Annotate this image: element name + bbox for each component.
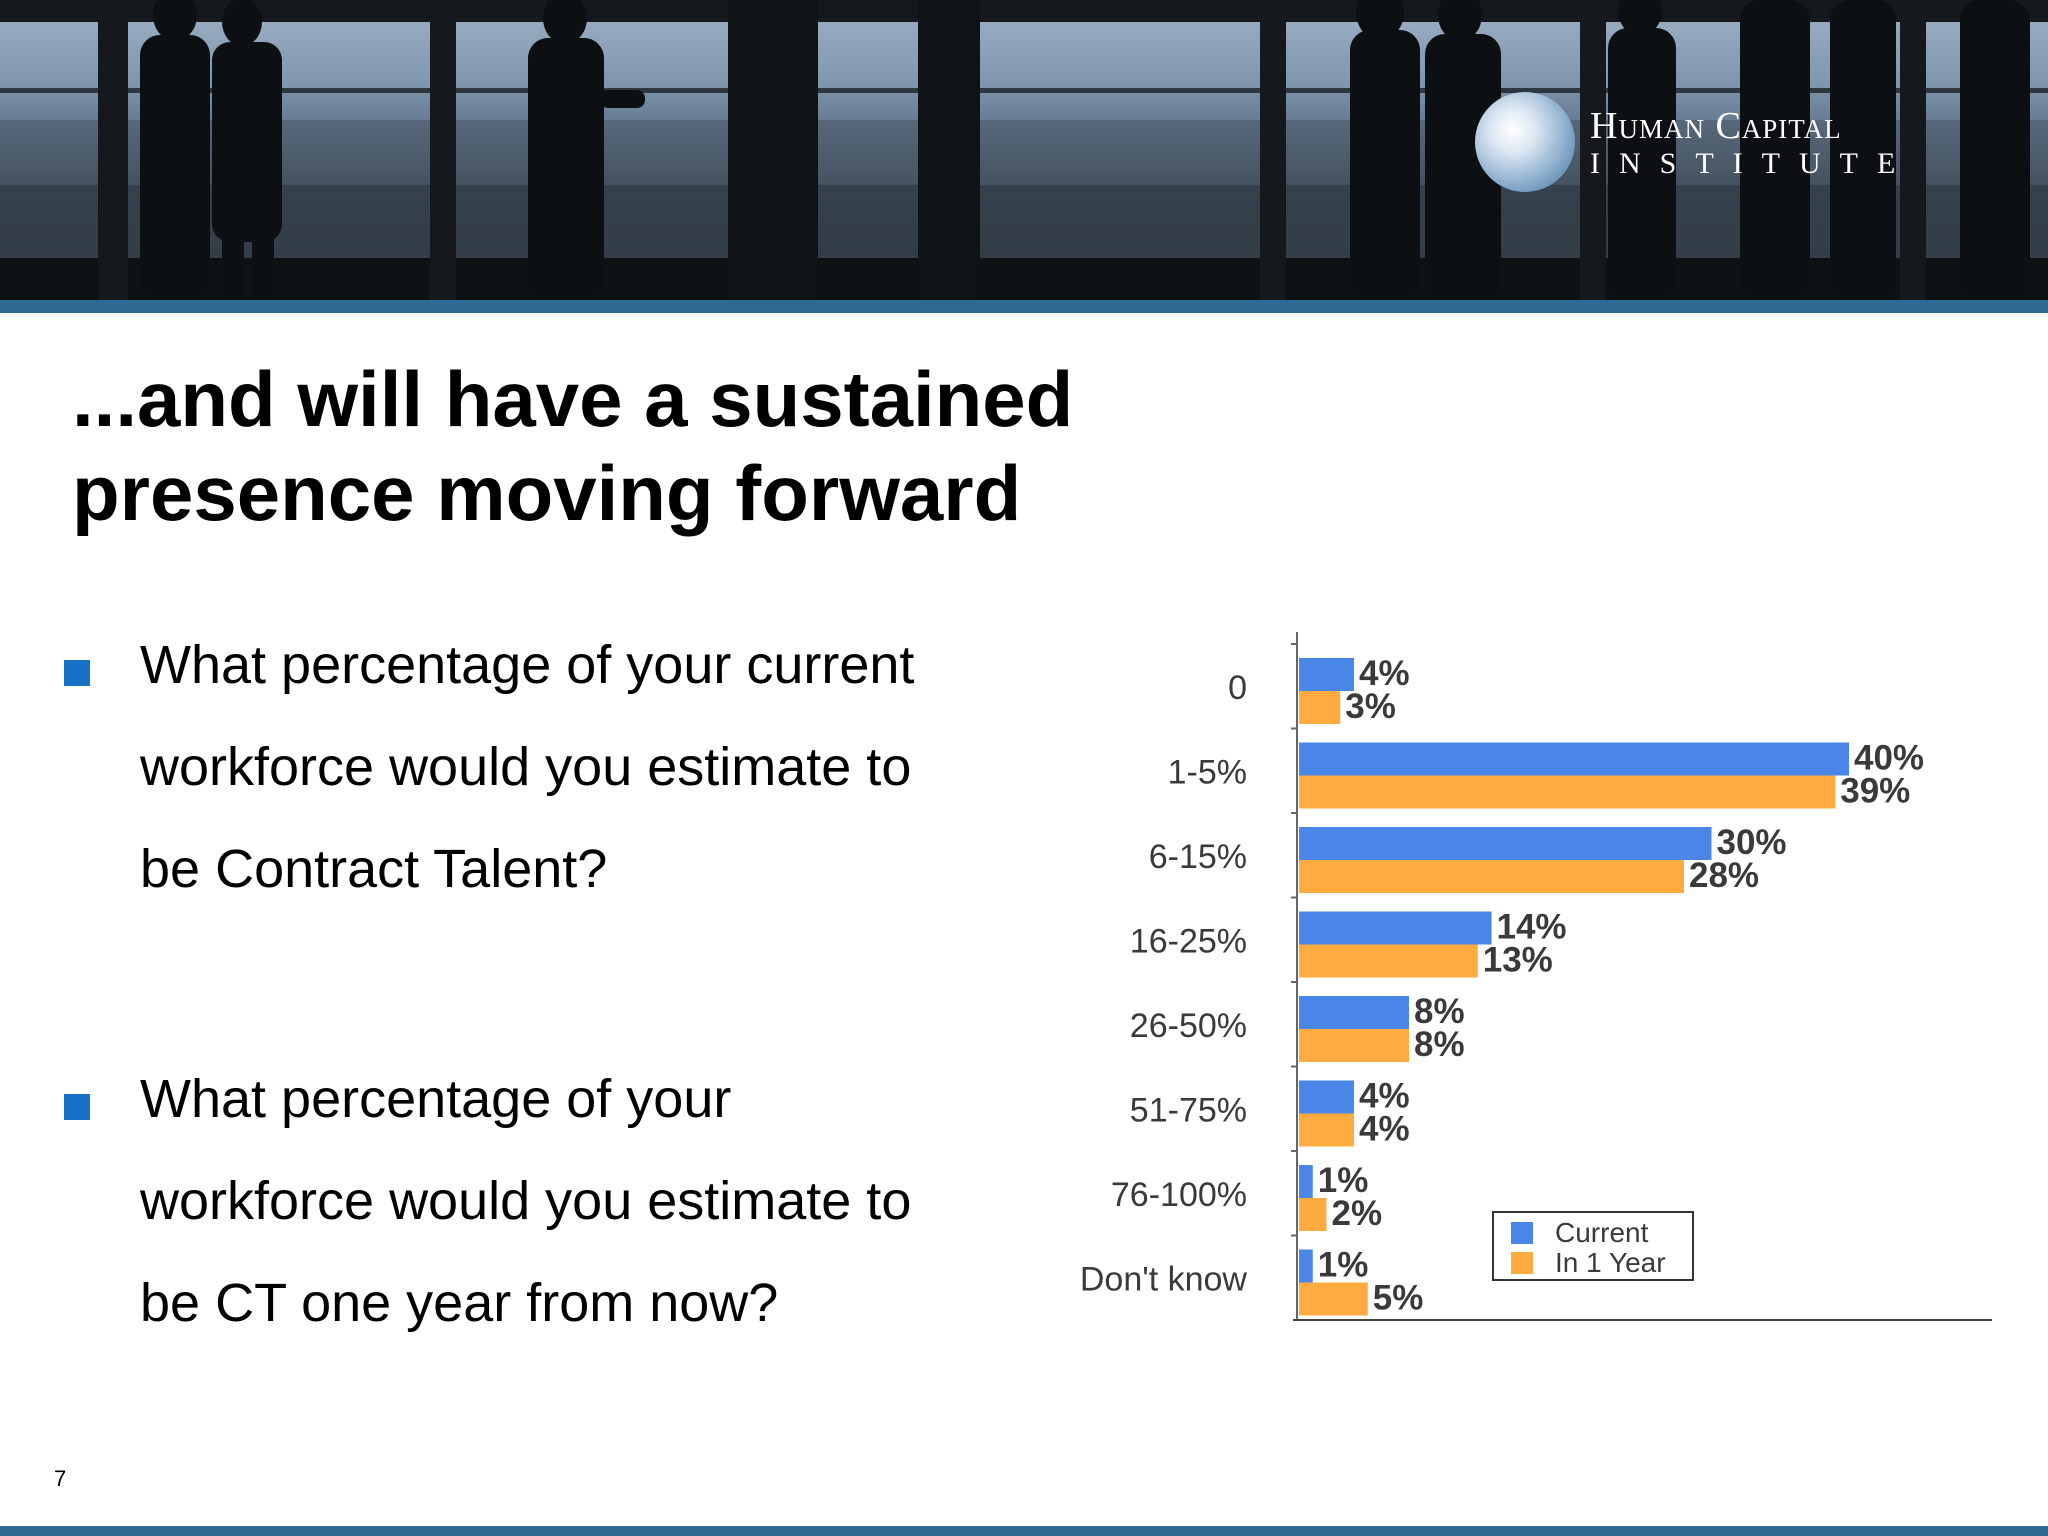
bar-in-1-year — [1299, 1282, 1368, 1316]
company-logo: Human Capital INSTITUTE — [1475, 92, 1935, 202]
data-label: 4% — [1359, 1110, 1410, 1149]
data-label: 40% — [1854, 739, 1924, 778]
bullet-line: be CT one year from now? — [140, 1273, 779, 1333]
category-label: 51-75% — [1130, 1092, 1247, 1130]
bar-in-1-year — [1299, 691, 1341, 724]
category-label: 16-25% — [1130, 923, 1247, 961]
bullet-line: What percentage of your current — [140, 635, 915, 695]
bar-in-1-year — [1299, 860, 1684, 893]
slide-title-line-1: ...and will have a sustained — [72, 355, 1074, 443]
bar-current — [1299, 742, 1849, 776]
data-label: 1% — [1318, 1246, 1369, 1285]
bar-in-1-year — [1299, 1113, 1354, 1147]
category-label: 1-5% — [1168, 754, 1247, 792]
bullet-text: What percentage of your workforce would … — [140, 1069, 1040, 1354]
bullet-line: What percentage of your — [140, 1069, 732, 1129]
data-label: 28% — [1689, 856, 1759, 895]
bar-current — [1299, 996, 1409, 1029]
data-label: 1% — [1318, 1161, 1369, 1200]
legend-swatch — [1511, 1252, 1533, 1274]
bar-in-1-year — [1299, 1198, 1327, 1231]
data-label: 39% — [1840, 772, 1910, 811]
bar-current — [1299, 1080, 1354, 1114]
data-label: 4% — [1359, 1077, 1410, 1116]
category-label: 0 — [1228, 669, 1247, 707]
category-label: 26-50% — [1130, 1007, 1247, 1045]
square-bullet-icon — [64, 1094, 90, 1120]
data-label: 8% — [1414, 992, 1465, 1031]
category-label: 6-15% — [1149, 838, 1247, 876]
globe-icon — [1475, 92, 1575, 192]
legend-label: Current — [1555, 1217, 1649, 1248]
slide-title: ...and will have a sustained presence mo… — [72, 352, 1272, 540]
contract-talent-bar-chart: 0 4% 3% 1-5% 40% 39% 6-15% 30% 28% 16-25% 14% 13% 26… — [1040, 620, 2020, 1350]
bullet-line: workforce would you estimate to — [140, 737, 912, 797]
header-banner-photo: Human Capital INSTITUTE — [0, 0, 2048, 300]
chart-canvas: 0 4%3%1-5% 40%39%6-15% 30%28%16-25% 14%13%26… — [1080, 632, 1992, 1321]
bar-current — [1299, 1165, 1313, 1198]
bar-in-1-year — [1299, 1029, 1409, 1062]
bar-current — [1299, 1249, 1313, 1283]
bullet-line: workforce would you estimate to — [140, 1171, 912, 1231]
bar-in-1-year — [1299, 944, 1478, 978]
data-label: 4% — [1359, 654, 1410, 693]
bullet-line: be Contract Talent? — [140, 839, 608, 899]
footer-divider-bar — [0, 1526, 2048, 1536]
data-label: 8% — [1414, 1025, 1465, 1064]
slide-title-line-2: presence moving forward — [72, 449, 1022, 537]
data-label: 13% — [1483, 941, 1553, 980]
page-number: 7 — [54, 1466, 67, 1491]
data-label: 3% — [1345, 687, 1396, 726]
legend-swatch — [1511, 1222, 1533, 1244]
logo-subtitle: INSTITUTE — [1590, 147, 1915, 180]
bar-current — [1299, 658, 1354, 691]
data-label: 5% — [1373, 1279, 1424, 1318]
bullet-text: What percentage of your current workforc… — [140, 635, 1040, 920]
category-label: Don't know — [1080, 1261, 1248, 1299]
bar-in-1-year — [1299, 775, 1836, 809]
legend-label: In 1 Year — [1555, 1247, 1666, 1278]
data-label: 30% — [1717, 823, 1787, 862]
data-label: 14% — [1497, 908, 1567, 947]
banner-divider-bar — [0, 300, 2048, 313]
category-label: 76-100% — [1111, 1176, 1247, 1214]
square-bullet-icon — [64, 660, 90, 686]
data-label: 2% — [1332, 1194, 1383, 1233]
bar-current — [1299, 827, 1712, 860]
bar-current — [1299, 911, 1492, 945]
logo-name: Human Capital — [1590, 105, 1842, 147]
city-skyline-silhouette-image — [0, 0, 2048, 300]
